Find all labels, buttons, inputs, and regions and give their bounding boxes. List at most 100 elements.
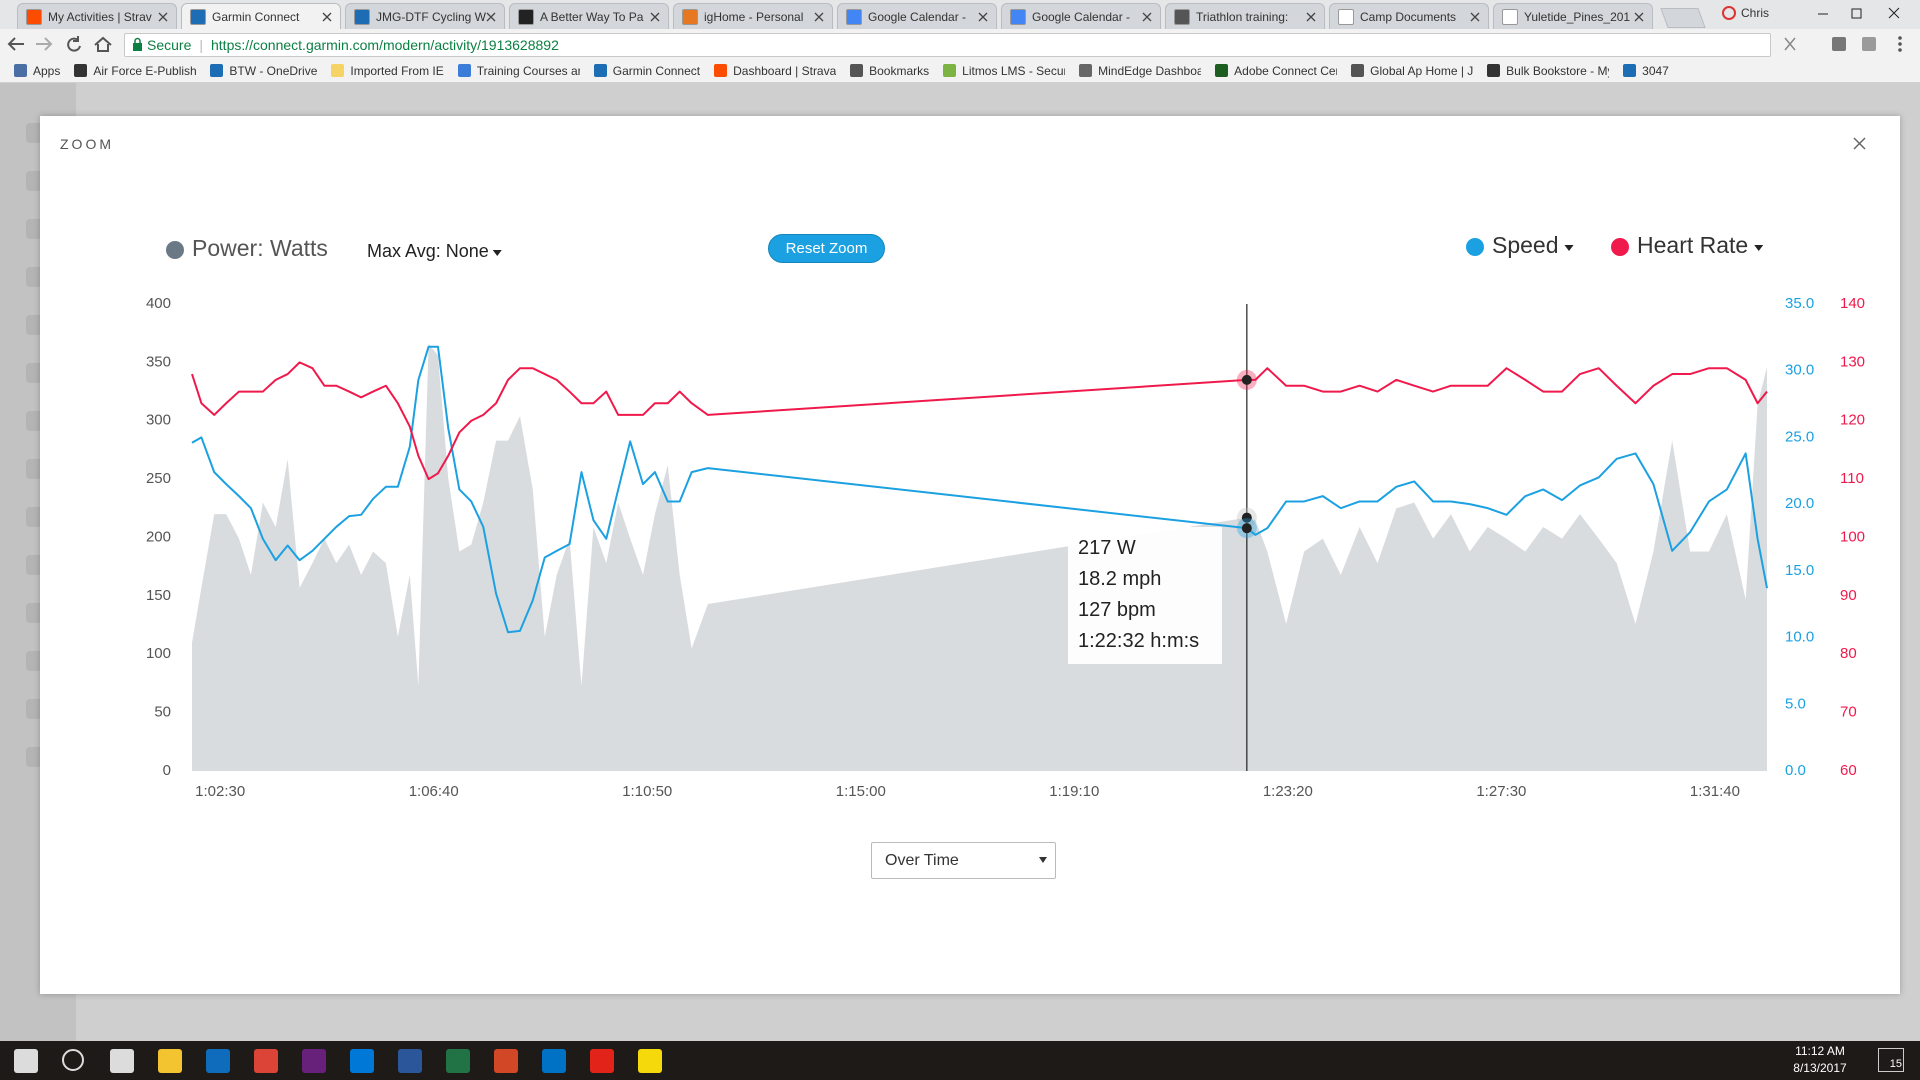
tab[interactable]: Google Calendar - — [837, 3, 997, 29]
bookmark[interactable]: Imported From IE — [331, 64, 444, 78]
close-button[interactable] — [1852, 136, 1868, 152]
x-tick-label: 1:19:10 — [1049, 783, 1099, 800]
tab-close[interactable] — [1634, 12, 1644, 22]
tab[interactable]: Yuletide_Pines_201 — [1493, 3, 1653, 29]
bookmark[interactable]: Training Courses and — [457, 64, 580, 78]
taskbar-icon[interactable] — [254, 1049, 278, 1073]
close-glyph — [1470, 12, 1480, 21]
bookmark-icon — [943, 64, 957, 77]
series-line — [191, 361, 1768, 481]
y3-tick-label: 130 — [1840, 353, 1865, 370]
tab-close[interactable] — [158, 12, 168, 22]
taskbar-icon[interactable] — [638, 1049, 662, 1073]
power-area — [192, 343, 1767, 771]
bookmark[interactable]: MindEdge Dashboard — [1079, 64, 1201, 78]
taskbar-icon[interactable] — [398, 1049, 422, 1073]
bookmark[interactable]: Litmos LMS - Secure — [943, 64, 1065, 78]
tab-icon — [1338, 8, 1354, 25]
legend-swatch — [166, 241, 184, 259]
taskbar-icon[interactable] — [446, 1049, 470, 1073]
view-label: Over Time — [885, 851, 959, 869]
profile[interactable]: Chris — [1722, 6, 1769, 20]
y-tick-label: 300 — [146, 412, 171, 429]
tab-close[interactable] — [486, 12, 496, 22]
y2-tick-label: 5.0 — [1785, 695, 1806, 712]
tab[interactable]: A Better Way To Pa — [509, 3, 669, 29]
x-tick-label: 1:15:00 — [836, 783, 886, 800]
window-controls[interactable] — [1810, 4, 1920, 24]
bookmark[interactable]: Bulk Bookstore - My — [1487, 64, 1609, 78]
bookmark[interactable]: Bookmarks — [850, 64, 929, 78]
tab-icon — [1010, 8, 1026, 25]
tab-close[interactable] — [1306, 12, 1316, 22]
tab-close[interactable] — [650, 12, 660, 22]
tooltip: 217 W 18.2 mph 127 bpm 1:22:32 h:m:s — [1068, 527, 1222, 664]
taskbar-icon[interactable] — [302, 1049, 326, 1073]
profile-name: Chris — [1741, 6, 1770, 20]
y3-tick-label: 70 — [1840, 704, 1857, 721]
bookmark[interactable]: 3047 — [1623, 64, 1669, 78]
nav-buttons[interactable] — [0, 29, 124, 59]
x-tick-label: 1:10:50 — [622, 783, 672, 800]
notification-center[interactable]: 15 — [1878, 1048, 1904, 1072]
taskbar-icon[interactable] — [62, 1049, 84, 1071]
bookmark[interactable]: BTW - OneDrive — [210, 64, 317, 78]
taskbar-icon[interactable] — [494, 1049, 518, 1073]
bookmark[interactable]: Air Force E-Publishing — [74, 64, 196, 78]
close-glyph — [1634, 12, 1644, 21]
tab[interactable]: Triathlon training: — [1165, 3, 1325, 29]
bookmark[interactable]: Garmin Connect — [593, 64, 700, 78]
toolbar-icons[interactable] — [1780, 34, 1920, 54]
taskbar-icon[interactable] — [350, 1049, 374, 1073]
taskbar-icon[interactable] — [542, 1049, 566, 1073]
taskbar-icon[interactable] — [110, 1049, 134, 1073]
y-tick-label: 0 — [163, 762, 171, 779]
tab[interactable]: JMG-DTF Cycling W — [345, 3, 505, 29]
tab-icon — [354, 8, 370, 25]
bookmark-label: Global Ap Home | Jol — [1370, 63, 1474, 78]
tab[interactable]: Google Calendar - — [1001, 3, 1161, 29]
taskbar-icon[interactable] — [206, 1049, 230, 1073]
bookmark-icon — [593, 64, 607, 77]
tab-icon — [26, 8, 42, 25]
dropdown-caret — [1754, 245, 1764, 251]
tooltip-time: 1:22:32 h:m:s — [1078, 630, 1200, 652]
tab[interactable]: Garmin Connect — [181, 3, 341, 29]
tab-title: igHome - Personal — [704, 9, 804, 24]
view-select[interactable]: Over Time — [871, 842, 1056, 879]
taskbar-icon[interactable] — [158, 1049, 182, 1073]
tab[interactable]: Camp Documents — [1329, 3, 1489, 29]
tab[interactable]: igHome - Personal — [673, 3, 833, 29]
tab-title: JMG-DTF Cycling W — [376, 9, 486, 24]
legend-label: Speed — [1492, 232, 1559, 258]
x-tick-label: 1:02:30 — [195, 783, 245, 800]
bookmark[interactable]: Dashboard | Strava — [714, 64, 836, 78]
x-tick-label: 1:06:40 — [409, 783, 459, 800]
tab-close[interactable] — [1142, 12, 1152, 22]
bookmark-label: Apps — [33, 63, 61, 78]
tooltip-line: 127 bpm — [1078, 599, 1156, 621]
taskbar-icon[interactable] — [14, 1049, 38, 1073]
bookmark[interactable]: Adobe Connect Cent — [1215, 64, 1337, 78]
close-glyph — [650, 12, 660, 21]
omnibox[interactable]: Secure | https://connect.garmin.com/mode… — [124, 33, 1771, 57]
y-tick-label: 150 — [146, 587, 171, 604]
tab-close[interactable] — [814, 12, 824, 22]
bookmark[interactable]: Global Ap Home | Jol — [1351, 64, 1473, 78]
tab-title: A Better Way To Pa — [540, 9, 644, 24]
tab[interactable]: My Activities | Strav — [17, 3, 177, 29]
tab-title: Google Calendar - — [1032, 9, 1134, 24]
close-glyph — [1142, 12, 1152, 21]
lock-icon — [133, 37, 142, 51]
tab-close[interactable] — [1470, 12, 1480, 22]
y2-tick-label: 20.0 — [1785, 495, 1814, 512]
taskbar-icon[interactable] — [590, 1049, 614, 1073]
tab-close[interactable] — [978, 12, 988, 22]
bookmark[interactable]: Apps — [14, 64, 60, 78]
tab-title: Garmin Connect — [212, 9, 300, 24]
reset-zoom-button[interactable]: Reset Zoom — [768, 234, 885, 263]
taskbar — [0, 1041, 1920, 1080]
tab-icon — [518, 8, 534, 25]
tab-close[interactable] — [322, 12, 332, 22]
